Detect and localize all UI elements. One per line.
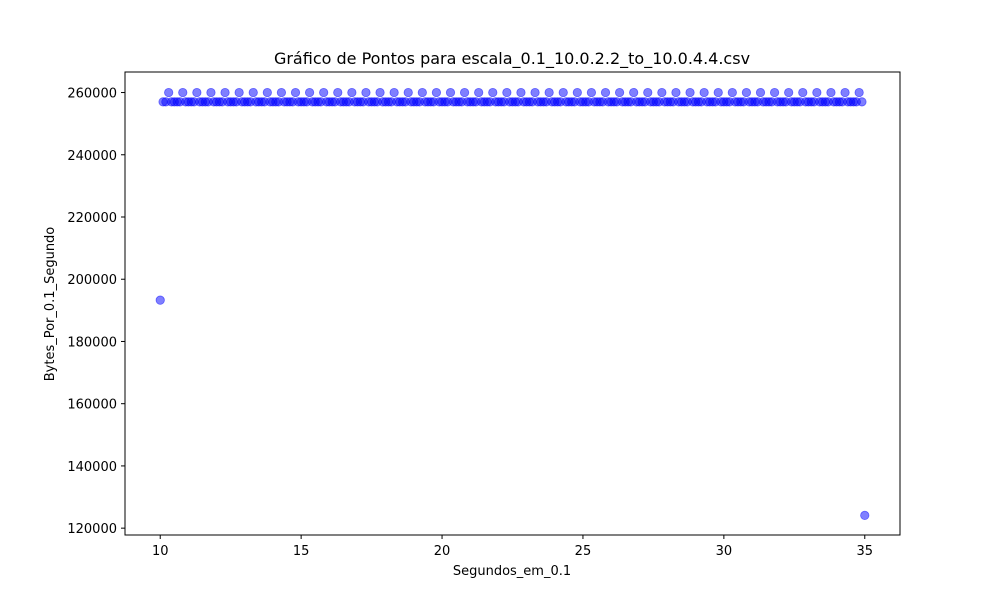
data-point bbox=[417, 87, 427, 98]
data-point bbox=[699, 87, 709, 98]
y-axis-ticks: 120000 140000 160000 180000 200000 220000 2400… bbox=[67, 87, 125, 537]
data-point bbox=[304, 87, 315, 98]
data-point bbox=[544, 87, 554, 98]
data-point bbox=[516, 87, 526, 98]
data-point bbox=[319, 87, 329, 98]
y-tick-label: 200000 bbox=[67, 273, 117, 288]
data-point bbox=[614, 87, 625, 98]
data-point bbox=[403, 87, 413, 98]
data-point bbox=[347, 87, 357, 98]
data-point bbox=[860, 510, 870, 521]
data-point bbox=[220, 87, 230, 98]
x-tick-label: 10 bbox=[152, 544, 169, 559]
data-point bbox=[685, 87, 695, 98]
data-point bbox=[727, 87, 737, 98]
data-point bbox=[586, 87, 597, 98]
data-point bbox=[854, 87, 864, 98]
data-point bbox=[657, 87, 667, 98]
data-point bbox=[488, 87, 498, 98]
data-point bbox=[643, 87, 653, 98]
y-tick-label: 160000 bbox=[67, 398, 117, 413]
data-point bbox=[192, 87, 202, 98]
chart-title: Gráfico de Pontos para escala_0.1_10.0.2… bbox=[274, 49, 750, 69]
data-point bbox=[248, 87, 258, 98]
plot-frame bbox=[124, 71, 901, 536]
data-point bbox=[840, 87, 850, 98]
y-tick-label: 140000 bbox=[67, 460, 117, 475]
data-point bbox=[502, 87, 512, 98]
x-tick-label: 35 bbox=[856, 544, 873, 559]
y-tick-label: 220000 bbox=[67, 211, 117, 226]
plot-points bbox=[155, 87, 870, 521]
data-point bbox=[572, 87, 582, 98]
data-point bbox=[530, 87, 540, 98]
y-tick-label: 120000 bbox=[67, 522, 117, 537]
data-point bbox=[234, 87, 244, 98]
data-point bbox=[459, 87, 470, 98]
y-axis-label: Bytes_Por_0.1_Segundo bbox=[43, 227, 58, 382]
data-point bbox=[178, 87, 188, 98]
y-tick-label: 240000 bbox=[67, 149, 117, 164]
data-point bbox=[262, 87, 272, 98]
data-point bbox=[769, 87, 780, 98]
y-tick-label: 180000 bbox=[67, 335, 117, 350]
data-point bbox=[445, 87, 456, 98]
data-point bbox=[671, 87, 681, 98]
data-point bbox=[431, 87, 442, 98]
y-tick-label: 260000 bbox=[67, 87, 117, 102]
data-point bbox=[375, 87, 385, 98]
x-tick-label: 20 bbox=[434, 544, 451, 559]
data-point bbox=[361, 87, 371, 98]
data-point bbox=[333, 87, 343, 98]
data-point bbox=[206, 87, 216, 98]
data-point bbox=[164, 87, 174, 98]
data-point bbox=[857, 97, 867, 107]
data-point bbox=[812, 87, 822, 98]
data-point bbox=[713, 87, 723, 98]
data-point bbox=[629, 87, 639, 98]
data-point bbox=[474, 87, 484, 98]
x-axis-label: Segundos_em_0.1 bbox=[453, 564, 571, 579]
data-point bbox=[558, 87, 568, 98]
data-point bbox=[276, 87, 287, 98]
data-point bbox=[755, 87, 766, 98]
data-point bbox=[826, 87, 836, 98]
x-axis-ticks: 10 15 20 25 30 35 bbox=[152, 535, 873, 559]
data-point bbox=[155, 295, 165, 305]
data-point bbox=[600, 87, 611, 98]
x-tick-label: 30 bbox=[716, 544, 733, 559]
x-tick-label: 25 bbox=[575, 544, 592, 559]
data-point bbox=[741, 87, 752, 98]
data-point bbox=[798, 87, 808, 98]
data-point bbox=[290, 87, 301, 98]
data-point bbox=[784, 87, 794, 98]
data-point bbox=[389, 87, 399, 98]
x-tick-label: 15 bbox=[293, 544, 310, 559]
